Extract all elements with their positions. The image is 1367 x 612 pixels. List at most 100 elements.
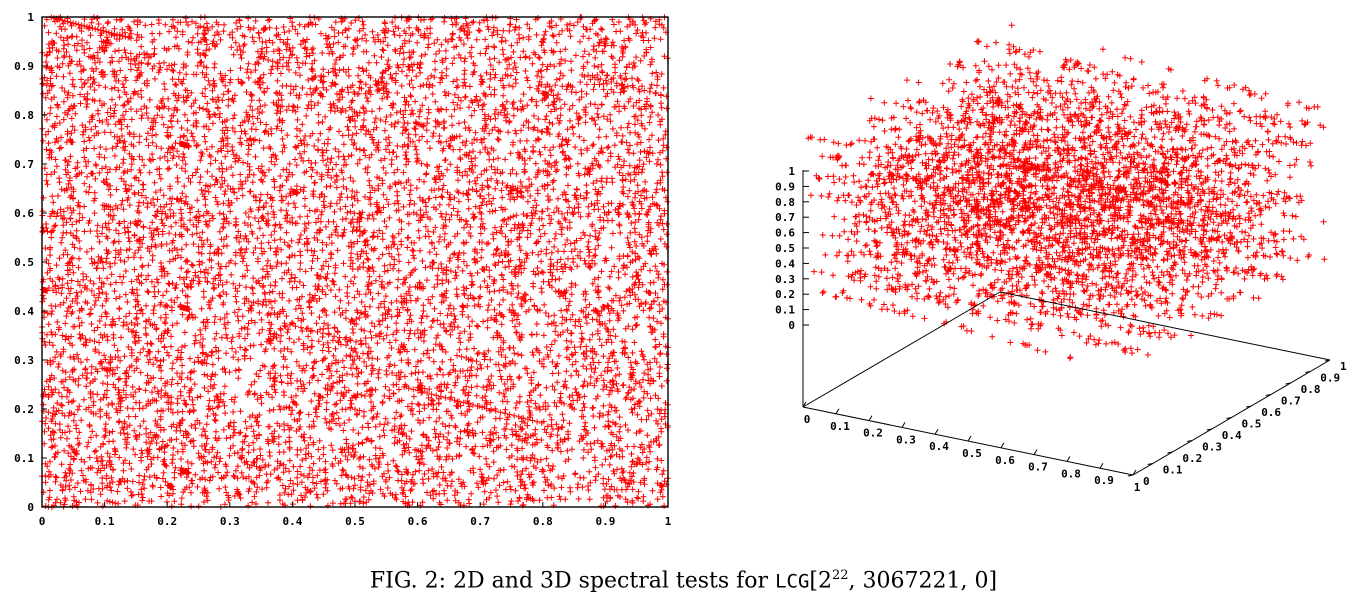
y-tick-label: 0.7 — [14, 158, 34, 171]
x-tick-label: 0.8 — [1061, 467, 1081, 480]
x-tick-mark — [802, 401, 807, 408]
scatter-3d-axes: 00.10.20.30.40.50.60.70.80.9100.10.20.30… — [775, 165, 1347, 494]
x-tick-label: 0.3 — [220, 515, 240, 528]
caption-open-bracket: [ — [809, 568, 818, 594]
x-tick-mark — [1033, 449, 1038, 455]
y-tick-label: 1 — [27, 11, 34, 24]
scatter-2d-axes: 0 0.1 0.2 0.3 0.4 0.5 0.6 0.7 0.8 0.9 1 0 0.1 0.2 0.3 0… — [14, 11, 672, 528]
x-tick-label: 1 — [1134, 481, 1141, 494]
y-tick-label: 0.9 — [1320, 372, 1340, 385]
z-tick-label: 0.8 — [775, 196, 795, 209]
y-tick-label: 0 — [1143, 475, 1150, 488]
scatter-2d-point — [100, 265, 107, 272]
y-tick-mark — [1167, 451, 1173, 454]
y-tick-label: 0.3 — [1202, 441, 1222, 454]
y-tick-label: 0.2 — [1182, 452, 1202, 465]
z-tick-label: 0.1 — [775, 304, 795, 317]
y-tick-label: 0.3 — [14, 354, 34, 367]
y-tick-mark — [1265, 394, 1271, 396]
y-tick-label: 0.8 — [14, 109, 34, 122]
scatter-3d-point — [988, 256, 995, 263]
z-tick-label: 1 — [788, 165, 795, 178]
x-tick-label: 0.5 — [962, 447, 982, 460]
y-tick-label: 0.6 — [14, 207, 34, 220]
y-tick-label: 0.1 — [1163, 464, 1183, 477]
x-tick-label: 0.8 — [533, 515, 553, 528]
x-tick-mark — [1099, 462, 1104, 469]
x-tick-mark — [868, 415, 873, 421]
x-tick-label: 0.6 — [408, 515, 428, 528]
scatter-3d-point — [1175, 111, 1182, 118]
scatter-3d-point — [1115, 138, 1122, 145]
x-tick-label: 0.6 — [995, 454, 1015, 467]
scatter-2d-point — [451, 106, 458, 113]
y-tick-label: 0.1 — [14, 452, 34, 465]
scatter-3d-chart: 00.10.20.30.40.50.60.70.80.9100.10.20.30… — [775, 22, 1347, 494]
x-tick-mark — [934, 428, 939, 435]
y-tick-label: 0.4 — [14, 305, 34, 318]
x-tick-label: 0.1 — [95, 515, 115, 528]
y-tick-label: 0.6 — [1261, 406, 1281, 419]
y-tick-label: 1 — [1340, 360, 1347, 373]
scatter-2d-point — [271, 378, 278, 385]
scatter-2d-point — [562, 46, 569, 53]
base-back-edge — [802, 291, 1001, 408]
x-tick-label: 0.7 — [470, 515, 490, 528]
scatter-2d-point — [49, 208, 56, 215]
scatter-2d-point — [392, 494, 399, 501]
x-tick-label: 0.1 — [830, 420, 850, 433]
x-tick-label: 0.7 — [1028, 461, 1048, 474]
scatter-3d-cloud — [805, 22, 1328, 362]
y-tick-label: 0.7 — [1281, 395, 1301, 408]
z-tick-label: 0.5 — [775, 242, 795, 255]
x-tick-label: 0 — [39, 515, 46, 528]
z-tick-label: 0.4 — [775, 257, 795, 270]
y-tick-label: 0.9 — [14, 60, 34, 73]
scatter-3d-point — [978, 106, 985, 113]
y-tick-label: 0 — [27, 501, 34, 514]
figure-caption: FIG. 2: 2D and 3D spectral tests for LCG… — [0, 568, 1367, 593]
y-tick-label: 0.5 — [1242, 418, 1262, 431]
y-tick-label: 0.8 — [1301, 383, 1321, 396]
scatter-2d-point — [317, 77, 324, 84]
z-tick-label: 0.9 — [775, 180, 795, 193]
y-tick-mark — [1324, 359, 1331, 362]
caption-prefix: FIG. 2: 2D and 3D spectral tests for — [369, 568, 776, 594]
y-tick-label: 0.4 — [1222, 429, 1242, 442]
x-tick-mark — [967, 435, 972, 442]
scatter-3d-point — [893, 201, 900, 208]
x-tick-mark — [1132, 469, 1137, 476]
caption-generator-name: LCG — [775, 570, 810, 593]
x-tick-label: 0.4 — [282, 515, 302, 528]
scatter-2d-point — [497, 311, 504, 318]
scatter-2d-chart: 0 0.1 0.2 0.3 0.4 0.5 0.6 0.7 0.8 0.9 1 0 0.1 0.2 0.3 0… — [14, 11, 672, 528]
z-tick-label: 0.2 — [775, 288, 795, 301]
scatter-3d-point — [1250, 164, 1256, 171]
caption-rest: , 3067221, 0] — [848, 568, 998, 594]
x-tick-label: 1 — [665, 515, 672, 528]
y-tick-mark — [1305, 371, 1311, 373]
scatter-2d-points — [39, 14, 671, 510]
y-tick-mark — [1206, 428, 1212, 431]
caption-exponent: 22 — [831, 568, 849, 583]
x-tick-mark — [1066, 456, 1071, 462]
y-tick-mark — [1187, 440, 1193, 442]
x-tick-label: 0.5 — [345, 515, 365, 528]
scatter-2d-point — [609, 431, 616, 438]
z-tick-label: 0.3 — [775, 273, 795, 286]
x-tick-label: 0.9 — [595, 515, 615, 528]
scatter-2d-point — [214, 148, 221, 155]
z-tick-label: 0.6 — [775, 227, 795, 240]
scatter-3d-point — [1041, 176, 1048, 183]
base-far-edge — [999, 291, 1331, 361]
x-tick-label: 0.9 — [1094, 474, 1114, 487]
z-tick-label: 0 — [788, 319, 795, 332]
y-tick-label: 0.2 — [14, 403, 34, 416]
x-tick-label: 0 — [804, 413, 811, 426]
x-tick-mark — [1000, 442, 1005, 449]
caption-base: 2 — [817, 568, 832, 594]
y-tick-mark — [1127, 474, 1134, 477]
y-tick-mark — [1285, 382, 1291, 385]
y-tick-mark — [1226, 417, 1232, 419]
scatter-2d-cloud — [39, 14, 671, 510]
